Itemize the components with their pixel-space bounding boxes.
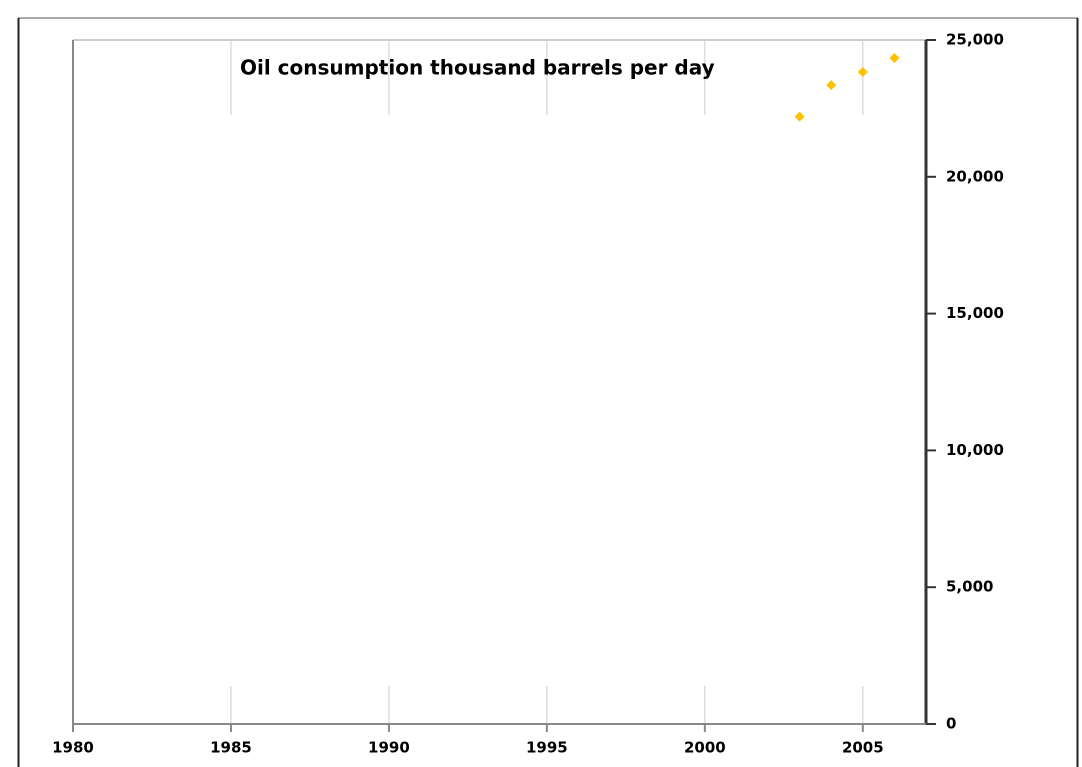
- y-tick-label: 5,000: [946, 578, 993, 596]
- y-tick-label: 25,000: [946, 31, 1004, 49]
- x-tick-label: 1985: [210, 739, 252, 757]
- y-tick-label: 15,000: [946, 304, 1004, 322]
- occlusion: [74, 115, 925, 686]
- y-tick-label: 20,000: [946, 167, 1004, 185]
- point: [794, 111, 805, 122]
- point: [889, 53, 900, 64]
- x-tick-label: 1990: [368, 739, 410, 757]
- x-tick-label: 2005: [842, 739, 884, 757]
- x-tick-label: 1995: [526, 739, 568, 757]
- y-tick-label: 10,000: [946, 441, 1004, 459]
- x-tick-label: 1980: [52, 739, 94, 757]
- y-tick-label: 0: [946, 715, 956, 733]
- chart-title: Oil consumption thousand barrels per day: [240, 56, 715, 80]
- point: [826, 80, 837, 91]
- axes: [72, 39, 936, 732]
- point: [857, 67, 868, 78]
- x-tick-label: 2000: [684, 739, 726, 757]
